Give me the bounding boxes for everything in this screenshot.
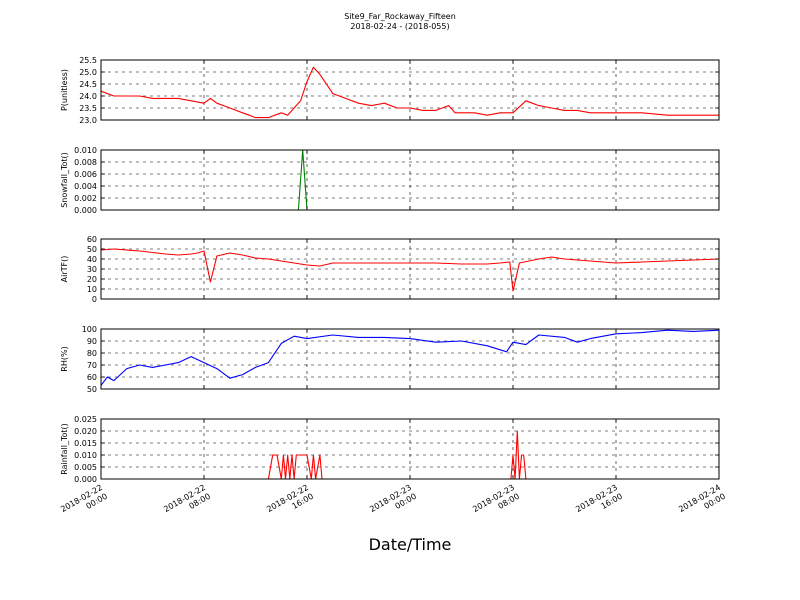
y-axis-label: Rainfall_Tot() (60, 423, 69, 475)
chart-panels: 23.0 23.5 24.0 24.5 25.0 25.5 P(unitless) 0.000… (60, 56, 720, 484)
series-line (100, 66, 719, 119)
y-tick-label: 70 (87, 361, 97, 370)
y-tick-label: 50 (87, 245, 97, 254)
series-line (100, 329, 720, 386)
y-axis-label: RH(%) (60, 346, 69, 371)
series-line (100, 248, 720, 292)
y-tick-label: 30 (87, 265, 97, 274)
y-tick-label: 20 (87, 275, 97, 284)
y-tick-label: 100 (82, 325, 97, 334)
y-tick-label: 0.010 (74, 451, 97, 460)
y-tick-label: 0.004 (74, 182, 97, 191)
y-tick-label: 50 (87, 385, 97, 394)
y-tick-label: 0.025 (74, 415, 97, 424)
x-tick-label: 2018-02-2400:00 (677, 483, 727, 523)
y-tick-label: 23.5 (79, 104, 97, 113)
y-tick-label: 24.5 (79, 80, 97, 89)
x-tick-label: 2018-02-2308:00 (471, 483, 521, 523)
y-tick-label: 0.000 (74, 475, 97, 484)
chart-panel-2: 0.000 0.002 0.004 0.006 0.008 0.010 Snowfall_T… (60, 146, 720, 215)
y-tick-label: 90 (87, 337, 97, 346)
y-tick-label: 0.006 (74, 170, 97, 179)
chart-panel-4: 50 60 70 80 90 100 RH(%) (60, 325, 720, 394)
figure-title-line2: 2018-02-24 - (2018-055) (350, 22, 449, 31)
y-tick-label: 10 (87, 285, 97, 294)
y-tick-label: 40 (87, 255, 97, 264)
y-tick-label: 60 (87, 235, 97, 244)
x-tick-label: 2018-02-2208:00 (162, 483, 212, 523)
y-tick-label: 0.008 (74, 158, 97, 167)
y-axis-label: AirTF() (60, 256, 69, 283)
y-tick-label: 25.0 (79, 68, 97, 77)
x-tick-label: 2018-02-2300:00 (368, 483, 418, 523)
figure-title-line1: Site9_Far_Rockaway_Fifteen (344, 12, 456, 21)
y-tick-label: 23.0 (79, 116, 97, 125)
y-tick-label: 0.010 (74, 146, 97, 155)
chart-panel-1: 23.0 23.5 24.0 24.5 25.0 25.5 P(unitless) (60, 56, 720, 125)
series-line (101, 430, 719, 480)
x-axis-label: Date/Time (369, 535, 452, 554)
y-tick-label: 24.0 (79, 92, 97, 101)
y-tick-label: 0.020 (74, 427, 97, 436)
y-tick-label: 0.002 (74, 194, 97, 203)
y-axis-label: Snowfall_Tot() (60, 152, 69, 208)
chart-panel-5: 0.000 0.005 0.010 0.015 0.020 0.025 Rainfall_T… (60, 415, 720, 484)
y-tick-label: 0 (92, 295, 97, 304)
y-tick-label: 60 (87, 373, 97, 382)
y-tick-label: 80 (87, 349, 97, 358)
y-tick-label: 0.005 (74, 463, 97, 472)
y-tick-label: 0.000 (74, 206, 97, 215)
x-tick-labels: 2018-02-2200:00 2018-02-2208:00 2018-02-22… (59, 483, 727, 523)
x-tick-label: 2018-02-2216:00 (265, 483, 315, 523)
x-tick-label: 2018-02-2316:00 (574, 483, 624, 523)
y-tick-label: 0.015 (74, 439, 97, 448)
y-axis-label: P(unitless) (60, 69, 69, 111)
x-tick-label: 2018-02-2200:00 (59, 483, 109, 523)
y-tick-label: 25.5 (79, 56, 97, 65)
